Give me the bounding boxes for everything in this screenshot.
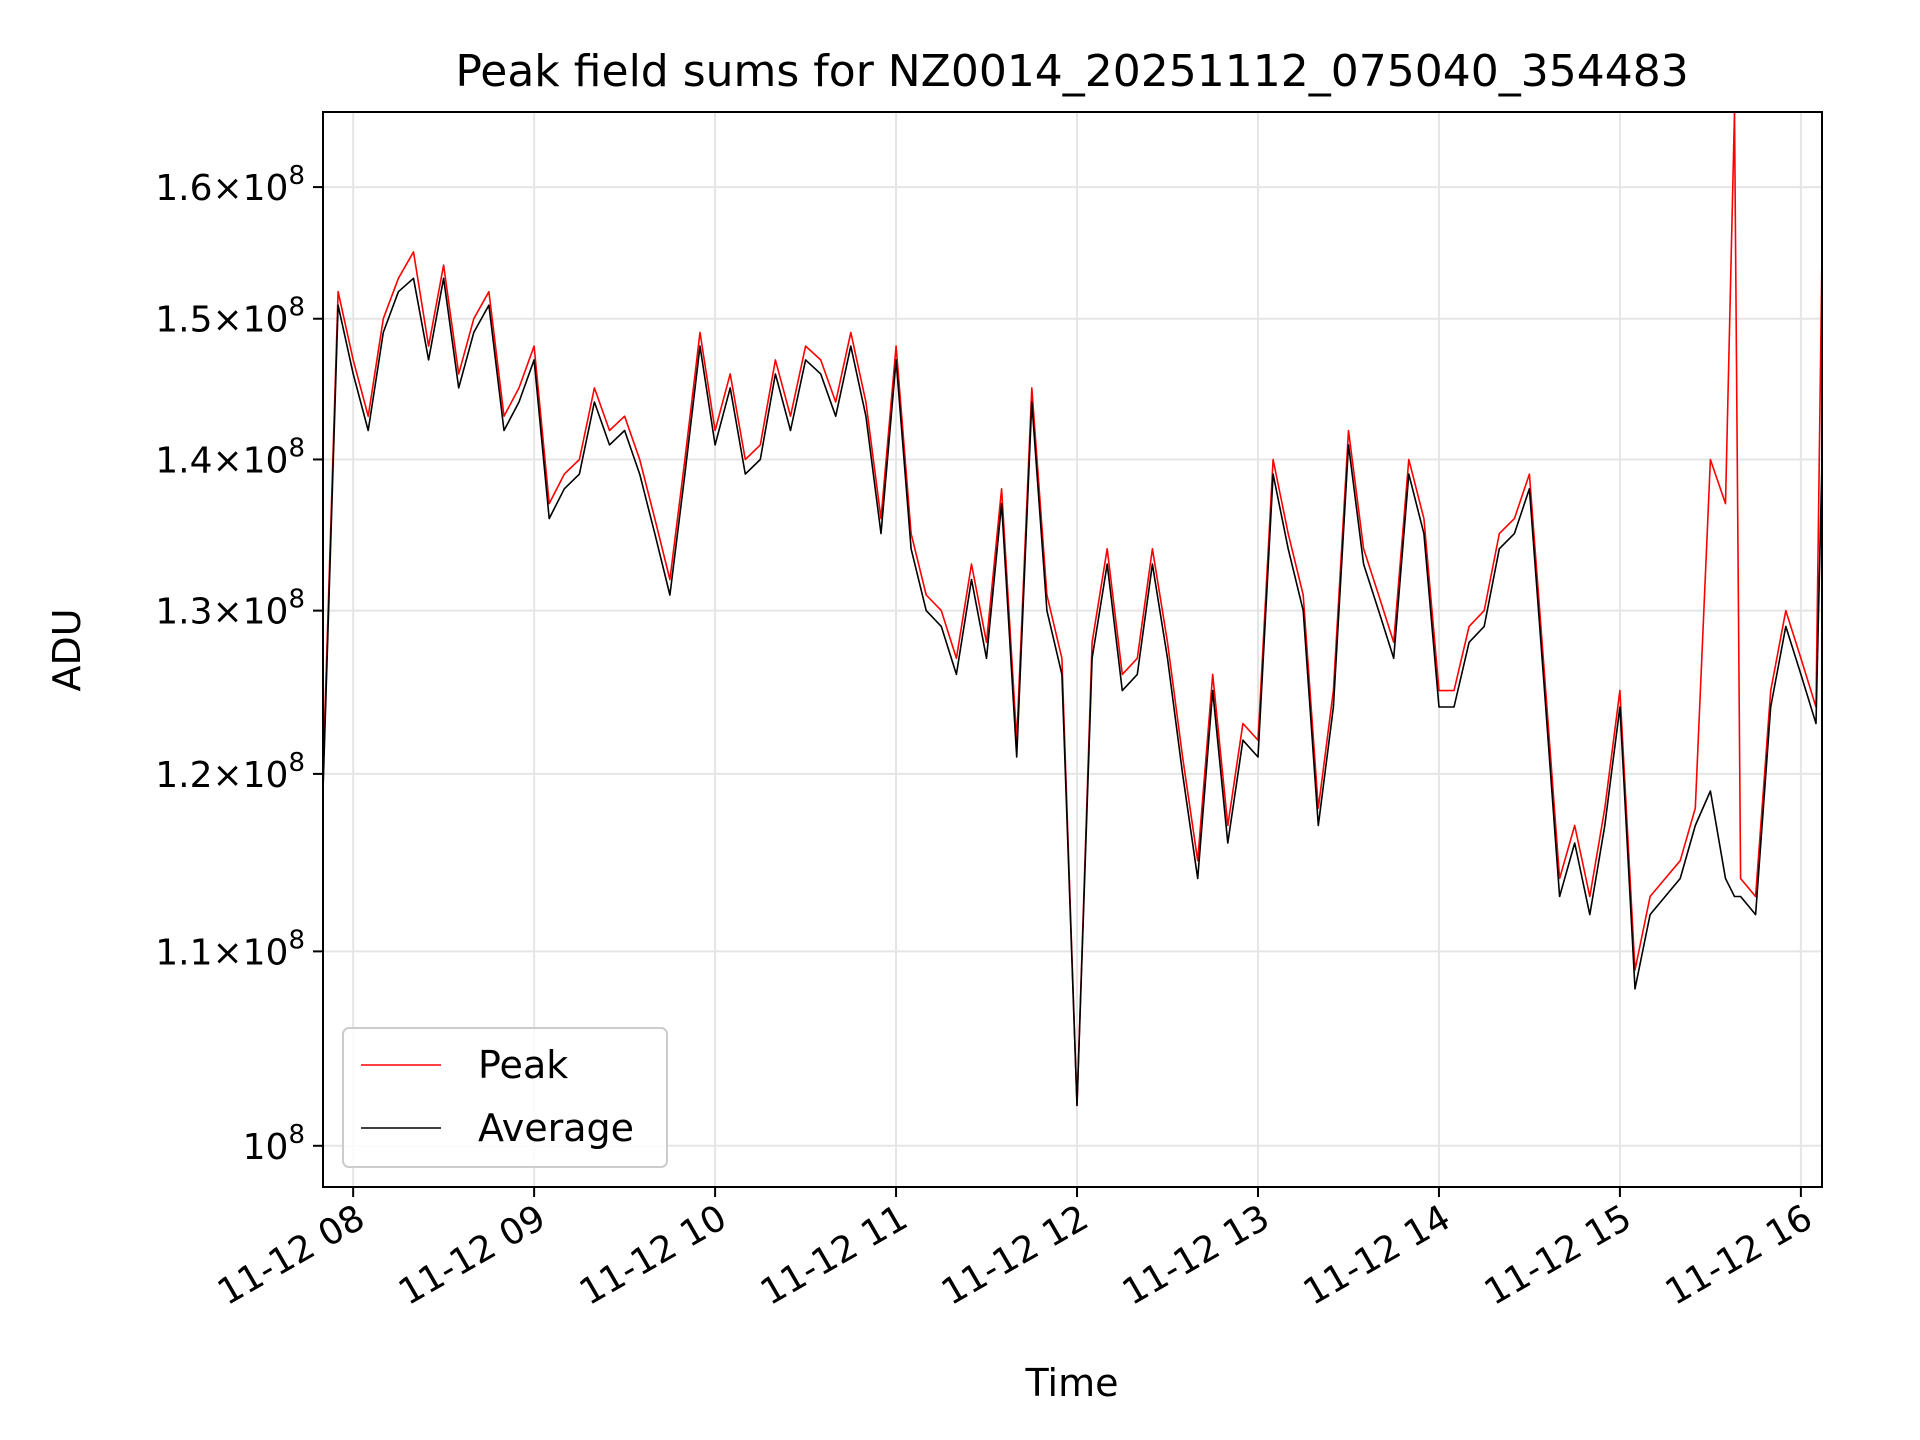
legend-label-peak: Peak bbox=[478, 1043, 568, 1087]
y-tick-label: 1.5×108 bbox=[155, 293, 305, 341]
legend-box bbox=[342, 1027, 668, 1168]
chart-title: Peak field sums for NZ0014_20251112_0750… bbox=[455, 46, 1688, 97]
y-tick-label: 1.1×108 bbox=[155, 925, 305, 973]
series-line-average bbox=[323, 277, 1822, 1107]
legend-label-average: Average bbox=[478, 1106, 634, 1150]
x-axis-label: Time bbox=[1025, 1361, 1119, 1405]
y-axis-label: ADU bbox=[45, 608, 89, 691]
y-tick-label: 1.4×108 bbox=[155, 433, 305, 481]
y-tick-label: 1.2×108 bbox=[155, 748, 305, 796]
plot-frame bbox=[322, 111, 1823, 1188]
legend: Peak Average bbox=[342, 1027, 668, 1168]
plot-series bbox=[323, 112, 1822, 1107]
y-tick-label: 108 bbox=[243, 1120, 305, 1168]
y-axis-ticks: 108 1.1×108 1.2×108 1.3×108 1.4×108 1.5×108 1.… bbox=[155, 161, 323, 1168]
y-tick-label: 1.6×108 bbox=[155, 161, 305, 209]
y-tick-label: 1.3×108 bbox=[155, 585, 305, 633]
